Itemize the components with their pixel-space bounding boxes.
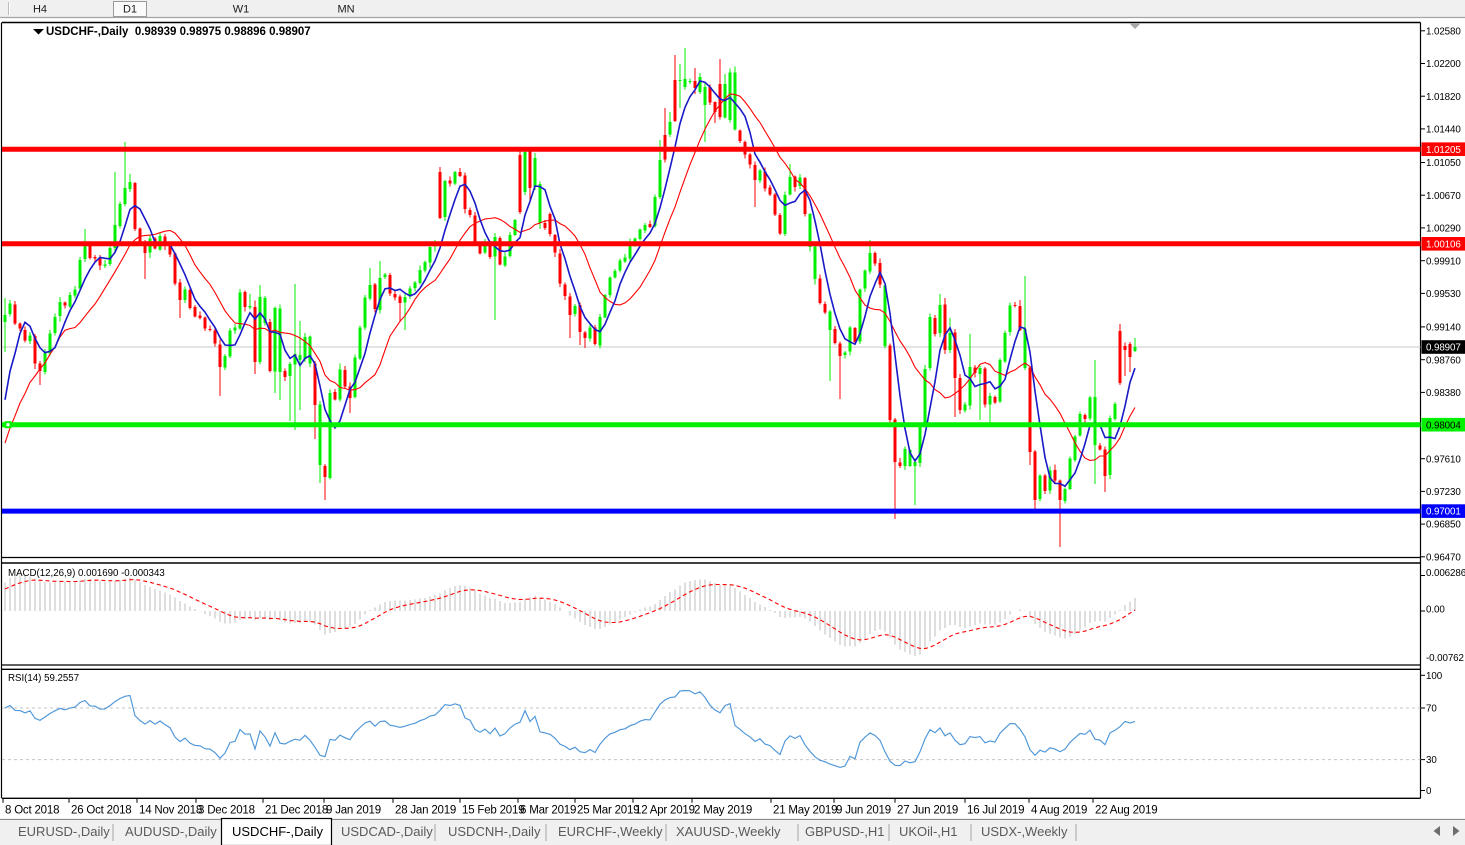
svg-text:1.00106: 1.00106 [1426, 239, 1461, 250]
svg-text:12 Apr 2019: 12 Apr 2019 [635, 805, 695, 817]
svg-text:9 Jan 2019: 9 Jan 2019 [326, 805, 381, 817]
svg-text:3 Dec 2018: 3 Dec 2018 [198, 805, 255, 817]
svg-text:0.99140: 0.99140 [1426, 323, 1461, 334]
svg-text:EURUSD-,Daily: EURUSD-,Daily [18, 824, 110, 839]
svg-text:USDCAD-,Daily: USDCAD-,Daily [341, 824, 433, 839]
svg-text:0.98380: 0.98380 [1426, 388, 1461, 399]
svg-text:MN: MN [337, 4, 354, 16]
svg-text:0.97001: 0.97001 [1426, 507, 1461, 518]
svg-text:1.01820: 1.01820 [1426, 92, 1461, 103]
svg-text:W1: W1 [233, 4, 250, 16]
svg-text:22 Aug 2019: 22 Aug 2019 [1095, 805, 1157, 817]
svg-text:1.00670: 1.00670 [1426, 191, 1461, 202]
svg-text:EURCHF-,Weekly: EURCHF-,Weekly [558, 824, 663, 839]
svg-text:14 Nov 2018: 14 Nov 2018 [139, 805, 202, 817]
svg-text:UKOil-,H1: UKOil-,H1 [899, 824, 958, 839]
svg-text:XAUUSD-,Weekly: XAUUSD-,Weekly [676, 824, 781, 839]
svg-text:25 Mar 2019: 25 Mar 2019 [577, 805, 639, 817]
svg-text:MACD(12,26,9) 0.001690 -0.0003: MACD(12,26,9) 0.001690 -0.000343 [8, 568, 165, 579]
svg-text:0.98004: 0.98004 [1426, 420, 1461, 431]
svg-text:AUDUSD-,Daily: AUDUSD-,Daily [125, 824, 217, 839]
svg-text:0.96850: 0.96850 [1426, 520, 1461, 531]
svg-text:0.006286: 0.006286 [1426, 568, 1465, 579]
svg-text:21 Dec 2018: 21 Dec 2018 [265, 805, 328, 817]
svg-text:0.99530: 0.99530 [1426, 289, 1461, 300]
svg-text:GBPUSD-,H1: GBPUSD-,H1 [805, 824, 884, 839]
svg-text:16 Jul 2019: 16 Jul 2019 [967, 805, 1024, 817]
svg-text:1.01050: 1.01050 [1426, 158, 1461, 169]
svg-text:0.96470: 0.96470 [1426, 552, 1461, 563]
svg-text:1.01440: 1.01440 [1426, 125, 1461, 136]
svg-text:0.97230: 0.97230 [1426, 487, 1461, 498]
svg-text:H4: H4 [33, 4, 47, 16]
svg-text:15 Feb 2019: 15 Feb 2019 [462, 805, 524, 817]
svg-text:30: 30 [1426, 755, 1437, 766]
svg-text:26 Oct 2018: 26 Oct 2018 [71, 805, 131, 817]
svg-text:USDX-,Weekly: USDX-,Weekly [981, 824, 1068, 839]
svg-text:USDCHF-,Daily: USDCHF-,Daily [232, 824, 324, 839]
svg-text:0.00: 0.00 [1426, 605, 1445, 616]
svg-text:70: 70 [1426, 704, 1437, 715]
svg-text:RSI(14) 59.2557: RSI(14) 59.2557 [8, 673, 79, 684]
svg-text:21 May 2019: 21 May 2019 [773, 805, 837, 817]
svg-text:27 Jun 2019: 27 Jun 2019 [897, 805, 958, 817]
svg-text:9 Jun 2019: 9 Jun 2019 [836, 805, 891, 817]
svg-text:2 May 2019: 2 May 2019 [694, 805, 752, 817]
svg-text:USDCHF-,Daily 0.98939 0.98975: USDCHF-,Daily 0.98939 0.98975 0.98896 0.… [46, 26, 311, 38]
svg-text:USDCNH-,Daily: USDCNH-,Daily [448, 824, 541, 839]
svg-text:0: 0 [1426, 786, 1432, 797]
svg-text:1.00290: 1.00290 [1426, 224, 1461, 235]
svg-text:8 Oct 2018: 8 Oct 2018 [5, 805, 59, 817]
svg-text:0.99910: 0.99910 [1426, 256, 1461, 267]
svg-text:0.98760: 0.98760 [1426, 355, 1461, 366]
svg-text:28 Jan 2019: 28 Jan 2019 [395, 805, 456, 817]
svg-text:1.02200: 1.02200 [1426, 59, 1461, 70]
svg-text:0.98907: 0.98907 [1426, 343, 1461, 354]
svg-text:D1: D1 [123, 4, 137, 16]
svg-text:1.02580: 1.02580 [1426, 26, 1461, 37]
svg-text:0.97610: 0.97610 [1426, 454, 1461, 465]
svg-text:-0.00762: -0.00762 [1426, 653, 1464, 664]
svg-text:100: 100 [1426, 671, 1443, 682]
svg-text:4 Aug 2019: 4 Aug 2019 [1031, 805, 1087, 817]
svg-text:6 Mar 2019: 6 Mar 2019 [520, 805, 576, 817]
svg-text:1.01205: 1.01205 [1426, 145, 1461, 156]
